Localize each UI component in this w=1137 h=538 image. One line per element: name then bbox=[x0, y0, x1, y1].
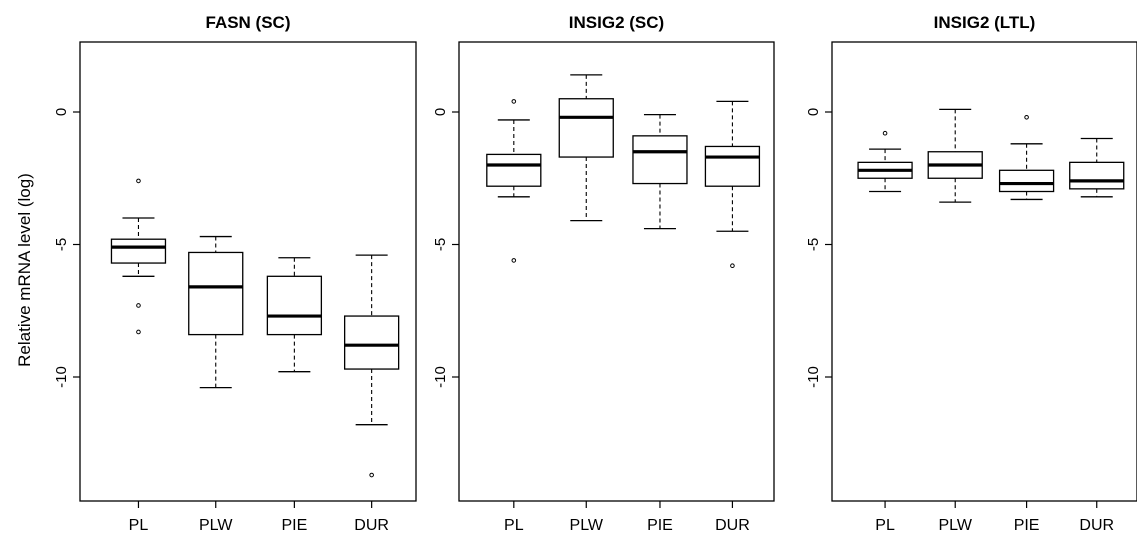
panel-1-ytick-label: -5 bbox=[53, 238, 70, 251]
panel-3-frame bbox=[831, 41, 1137, 502]
panel-1-pl-outlier-2 bbox=[136, 303, 141, 308]
panel-3-pie-box bbox=[998, 169, 1055, 193]
panel-1-plw-category-label: PLW bbox=[199, 517, 233, 533]
panel-2-title: INSIG2 (SC) bbox=[569, 13, 664, 32]
panel-3-pl-outlier-1 bbox=[882, 130, 888, 136]
y-axis-label: Relative mRNA level (log) bbox=[15, 173, 34, 367]
panel-1-plw-box bbox=[188, 251, 244, 336]
panel-3-ytick-label: 0 bbox=[805, 108, 822, 116]
panel-3-plw-category-label: PLW bbox=[938, 517, 972, 533]
panel-1-pl-category-label: PL bbox=[129, 517, 149, 533]
panel-2-pie-category-label: PIE bbox=[647, 517, 673, 533]
panel-1-pl-box bbox=[110, 238, 167, 264]
panel-3-ytick-label: -10 bbox=[805, 366, 822, 388]
panel-1-dur-box bbox=[343, 315, 400, 370]
panel-2-dur-category-label: DUR bbox=[715, 517, 750, 533]
panel-2-ytick-label: 0 bbox=[432, 108, 449, 116]
panel-1-pl-outlier-3 bbox=[136, 329, 141, 335]
panel-2-pl-outlier-2 bbox=[511, 258, 517, 263]
panel-1-dur-outlier-1 bbox=[369, 472, 374, 478]
panel-2-dur-box bbox=[704, 145, 761, 187]
panel-2-plw-category-label: PLW bbox=[570, 517, 604, 533]
panel-3-pl-category-label: PL bbox=[875, 517, 895, 533]
panel-3-ytick-label: -5 bbox=[805, 238, 822, 251]
panel-2-pl-outlier-1 bbox=[511, 99, 517, 104]
panel-1-dur-category-label: DUR bbox=[354, 517, 389, 533]
panel-3-pie-category-label: PIE bbox=[1014, 517, 1040, 533]
panel-2-pl-box bbox=[486, 153, 542, 187]
panel-2-ytick-label: -5 bbox=[432, 238, 449, 251]
panel-3-dur-category-label: DUR bbox=[1079, 517, 1114, 533]
panel-2-plw-box bbox=[558, 98, 614, 158]
panel-3-title: INSIG2 (LTL) bbox=[934, 13, 1036, 32]
panel-2-frame bbox=[458, 41, 775, 502]
panel-1-ytick-label: -10 bbox=[53, 366, 70, 388]
panel-1-pl-outlier-1 bbox=[136, 178, 141, 184]
panel-1-title: FASN (SC) bbox=[206, 13, 291, 32]
panel-2-ytick-label: -10 bbox=[432, 366, 449, 388]
panel-3-pie-outlier-1 bbox=[1024, 115, 1029, 120]
panel-1-frame bbox=[79, 41, 417, 502]
panel-2-pl-category-label: PL bbox=[504, 517, 524, 533]
panel-2-pie-box bbox=[632, 135, 688, 185]
panel-1-pie-category-label: PIE bbox=[281, 517, 307, 533]
panel-3-dur-box bbox=[1069, 161, 1125, 190]
panel-1-pie-box bbox=[266, 275, 323, 336]
panel-2-dur-outlier-1 bbox=[730, 263, 735, 269]
panel-1-ytick-label: 0 bbox=[53, 108, 70, 116]
